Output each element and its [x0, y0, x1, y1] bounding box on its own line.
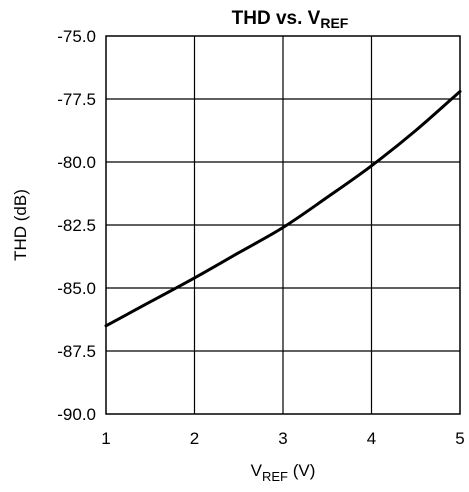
x-tick-label: 5: [455, 429, 464, 448]
chart-title-main: THD vs. V: [232, 8, 321, 29]
y-tick-label: -75.0: [57, 27, 96, 46]
x-axis-label-subscript: REF: [262, 469, 288, 484]
y-tick-label: -77.5: [57, 90, 96, 109]
y-tick-label: -87.5: [57, 342, 96, 361]
plot-frame: [105, 35, 461, 415]
y-tick-label: -82.5: [57, 216, 96, 235]
grid: [106, 36, 460, 414]
x-axis-label-unit: (V): [288, 461, 315, 480]
y-tick-label: -90.0: [57, 405, 96, 424]
y-tick-label: -80.0: [57, 153, 96, 172]
y-axis-ticks: -75.0 -77.5 -80.0 -82.5 -85.0 -87.5 -90.0: [57, 27, 96, 424]
x-tick-label: 3: [278, 429, 287, 448]
x-axis-label-main: V: [251, 461, 263, 480]
y-axis-label: THD (dB): [11, 189, 30, 261]
y-tick-label: -85.0: [57, 279, 96, 298]
x-axis-label: VREF (V): [251, 461, 316, 484]
chart-title-subscript: REF: [320, 15, 348, 31]
chart-title: THD vs. VREF: [232, 8, 349, 31]
x-tick-label: 2: [190, 429, 199, 448]
x-tick-label: 4: [367, 429, 376, 448]
x-tick-label: 1: [101, 429, 110, 448]
x-axis-ticks: 1 2 3 4 5: [101, 429, 464, 448]
series-line-thd: [104, 89, 462, 328]
